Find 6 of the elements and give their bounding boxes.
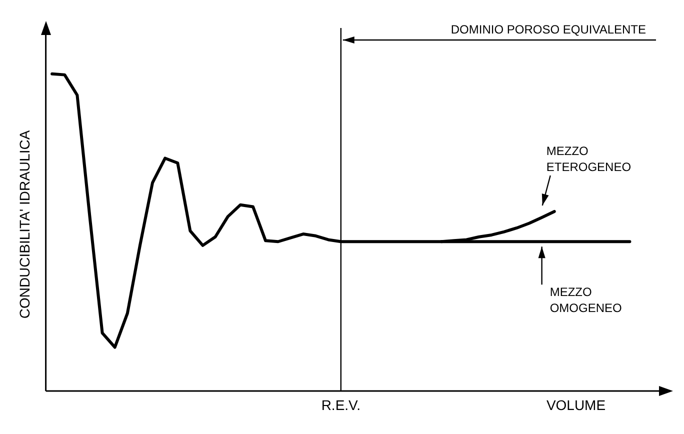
text: R.E.V.: [321, 396, 360, 413]
text: DOMINIO POROSO EQUIVALENTE: [450, 22, 646, 36]
y-axis-title: CONDUCIBILITA' IDRAULICA: [16, 130, 32, 319]
annotation: MEZZO ETEROGENEO: [546, 144, 632, 174]
x-axis-title: VOLUME: [546, 396, 606, 413]
annotation: MEZZO OMOGENEO: [550, 284, 622, 315]
